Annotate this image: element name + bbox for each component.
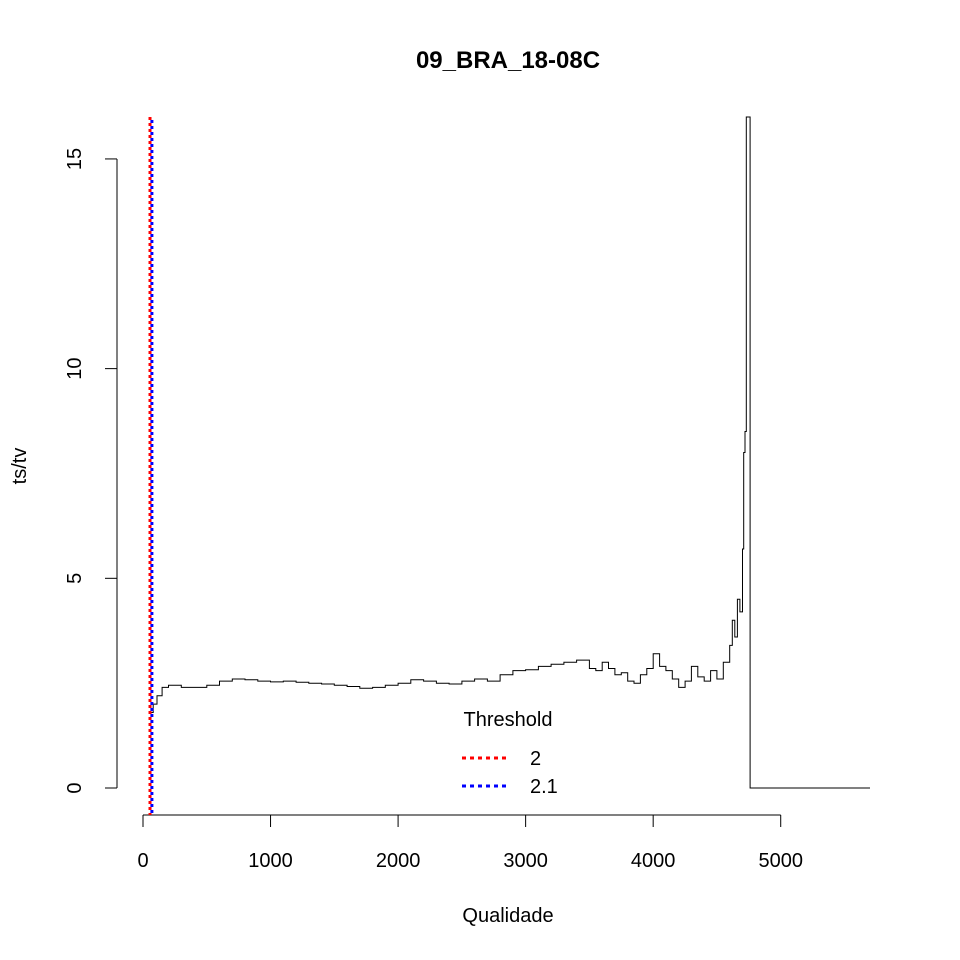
y-axis: 0 5 10 15: [64, 148, 118, 794]
series-line-0: [149, 116, 870, 789]
x-tick-label: 0: [137, 850, 148, 872]
x-tick-label: 4000: [631, 850, 676, 872]
y-tick-label: 15: [64, 148, 86, 170]
legend-label-0: 2: [530, 748, 541, 770]
y-tick-label: 10: [64, 358, 86, 380]
x-tick-label: 5000: [758, 850, 803, 872]
legend: Threshold 2 2.1: [462, 709, 558, 798]
y-tick-label: 5: [64, 573, 86, 584]
y-axis-label: ts/tv: [9, 448, 31, 485]
plot-area: [148, 116, 870, 815]
y-tick-label: 0: [64, 782, 86, 793]
x-tick-label: 3000: [503, 850, 548, 872]
x-tick-label: 1000: [248, 850, 293, 872]
legend-label-1: 2.1: [530, 776, 558, 798]
chart-title: 09_BRA_18-08C: [416, 47, 600, 74]
x-axis-label: Qualidade: [462, 905, 553, 927]
x-axis: 0 1000 2000 3000 4000 5000: [137, 814, 803, 872]
legend-title: Threshold: [464, 709, 553, 731]
x-tick-label: 2000: [376, 850, 421, 872]
